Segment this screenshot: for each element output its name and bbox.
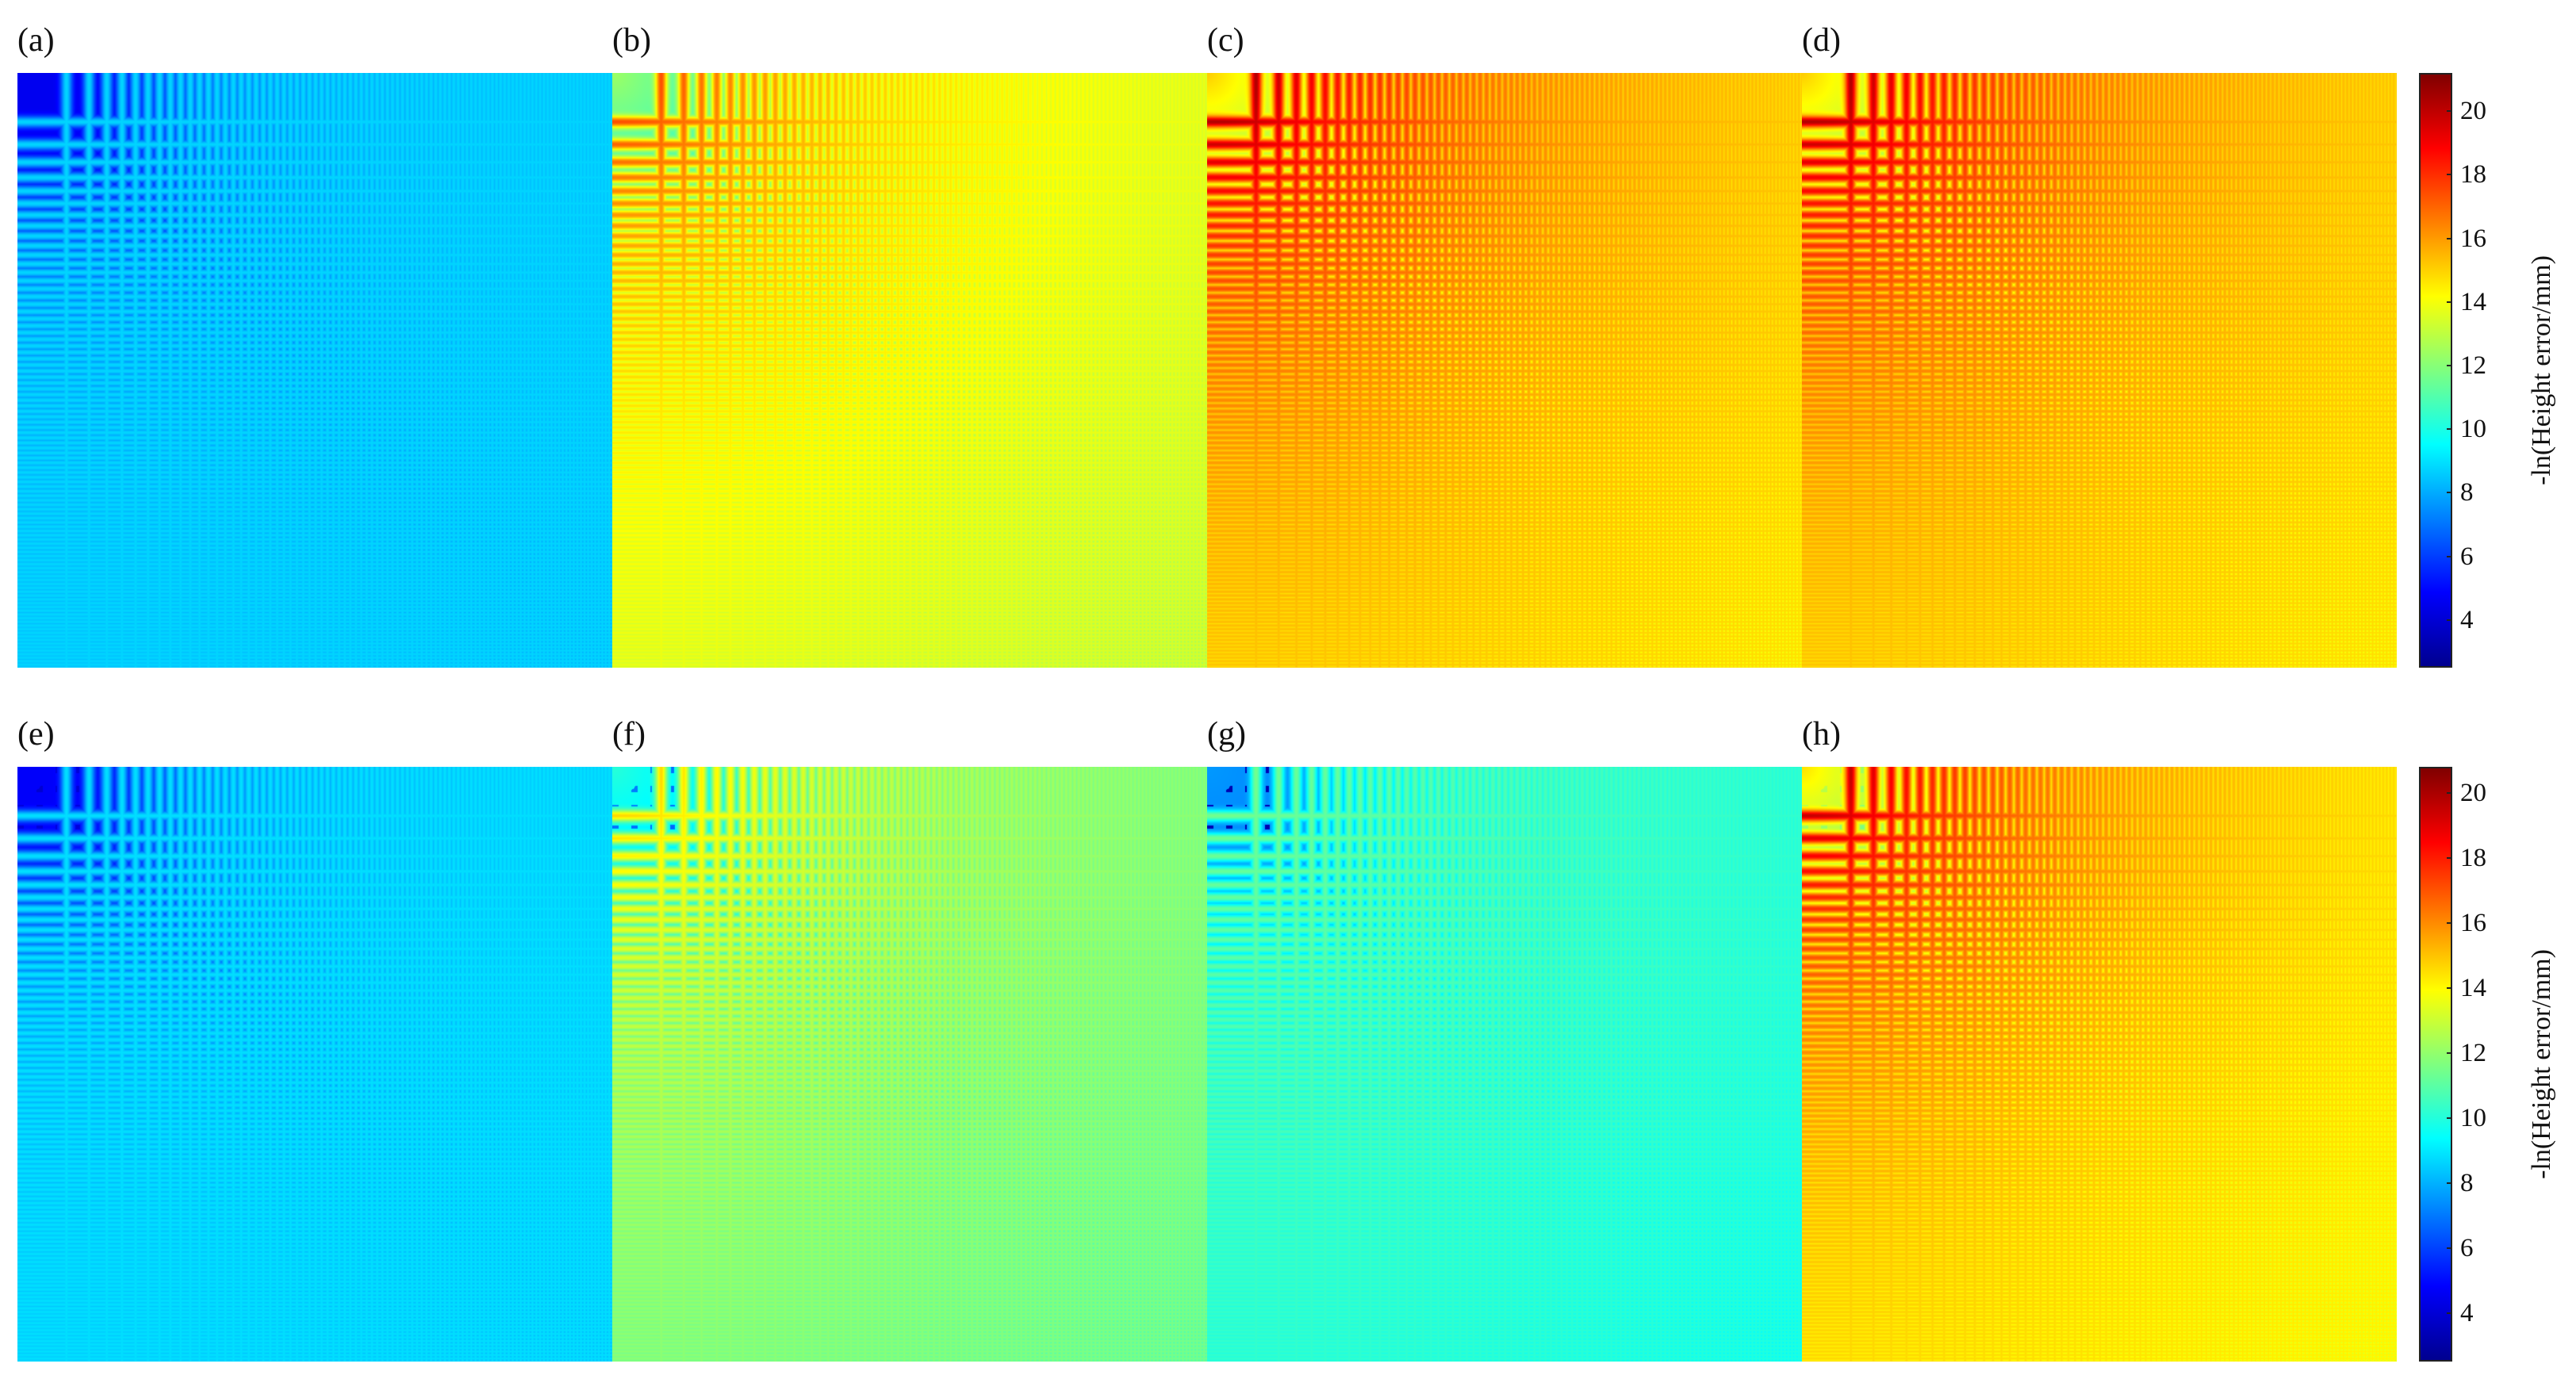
heatmap-panel-g xyxy=(1207,767,1802,1362)
colorbar-tick-label: 16 xyxy=(2460,224,2486,253)
colorbar-tick-label: 18 xyxy=(2460,160,2486,190)
panel-e-label: (e) xyxy=(17,716,55,753)
colorbar-tick-label: 10 xyxy=(2460,415,2486,444)
colorbar-tick-mark xyxy=(2447,791,2452,794)
colorbar-tick-mark xyxy=(2447,1312,2452,1314)
colorbar-tick-label: 20 xyxy=(2460,778,2486,807)
colorbar-tick-mark xyxy=(2447,174,2452,176)
colorbar-bottom-label: -ln(Height error/mm) xyxy=(2526,949,2556,1179)
heatmap-panel-h xyxy=(1802,767,2397,1362)
colorbar-tick-label: 16 xyxy=(2460,908,2486,937)
panel-g-label: (g) xyxy=(1207,716,1246,753)
heatmap-panel-c xyxy=(1207,73,1802,668)
colorbar-tick-label: 12 xyxy=(2460,1038,2486,1067)
colorbar-tick-label: 8 xyxy=(2460,1168,2474,1197)
colorbar-tick-label: 14 xyxy=(2460,287,2486,316)
heatmap-panel-e xyxy=(17,767,612,1362)
panel-c-label: (c) xyxy=(1207,22,1244,59)
colorbar-top xyxy=(2419,73,2452,668)
colorbar-tick-mark xyxy=(2447,921,2452,924)
colorbar-tick-mark xyxy=(2447,301,2452,303)
panel-h-label: (h) xyxy=(1802,716,1841,753)
colorbar-tick-mark xyxy=(2447,1117,2452,1119)
colorbar-tick-mark xyxy=(2447,555,2452,557)
heatmap-panel-a xyxy=(17,73,612,668)
colorbar-tick-mark xyxy=(2447,1182,2452,1184)
heatmap-panel-b xyxy=(612,73,1207,668)
colorbar-tick-label: 12 xyxy=(2460,350,2486,380)
colorbar-tick-mark xyxy=(2447,1247,2452,1249)
colorbar-tick-label: 10 xyxy=(2460,1103,2486,1132)
colorbar-tick-mark xyxy=(2447,619,2452,621)
colorbar-tick-mark xyxy=(2447,364,2452,366)
heatmap-panel-d xyxy=(1802,73,2397,668)
colorbar-tick-mark xyxy=(2447,492,2452,494)
colorbar-tick-mark xyxy=(2447,856,2452,859)
panel-f-label: (f) xyxy=(612,716,646,753)
colorbar-tick-label: 18 xyxy=(2460,843,2486,872)
panel-a-label: (a) xyxy=(17,22,55,59)
panel-b-label: (b) xyxy=(612,22,651,59)
colorbar-top-label: -ln(Height error/mm) xyxy=(2526,255,2556,485)
colorbar-tick-mark xyxy=(2447,110,2452,113)
colorbar-tick-mark xyxy=(2447,986,2452,989)
heatmap-panel-f xyxy=(612,767,1207,1362)
colorbar-tick-label: 20 xyxy=(2460,97,2486,126)
panel-d-label: (d) xyxy=(1802,22,1841,59)
colorbar-tick-label: 4 xyxy=(2460,605,2474,634)
colorbar-tick-label: 14 xyxy=(2460,973,2486,1002)
colorbar-tick-label: 6 xyxy=(2460,1233,2474,1262)
colorbar-tick-label: 8 xyxy=(2460,478,2474,508)
colorbar-tick-label: 4 xyxy=(2460,1298,2474,1327)
colorbar-tick-mark xyxy=(2447,1051,2452,1054)
colorbar-tick-mark xyxy=(2447,428,2452,431)
colorbar-tick-label: 6 xyxy=(2460,542,2474,571)
colorbar-bottom xyxy=(2419,767,2452,1362)
colorbar-tick-mark xyxy=(2447,237,2452,239)
